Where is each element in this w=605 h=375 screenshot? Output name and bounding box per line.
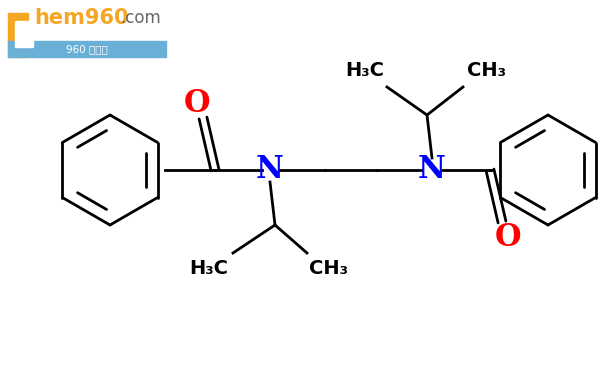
Text: 960 化工网: 960 化工网 [66, 44, 108, 54]
Text: N: N [418, 154, 446, 186]
Text: N: N [256, 154, 284, 186]
Text: .com: .com [120, 9, 161, 27]
Text: O: O [495, 222, 522, 252]
Text: H₃C: H₃C [345, 62, 385, 81]
Text: O: O [184, 87, 211, 118]
Text: hem960: hem960 [34, 8, 128, 28]
Text: H₃C: H₃C [189, 260, 229, 279]
Bar [15, 21, 33, 47]
Bar [8, 13, 28, 57]
Text: CH₃: CH₃ [468, 62, 506, 81]
Bar [8, 41, 166, 57]
Text: CH₃: CH₃ [310, 260, 348, 279]
